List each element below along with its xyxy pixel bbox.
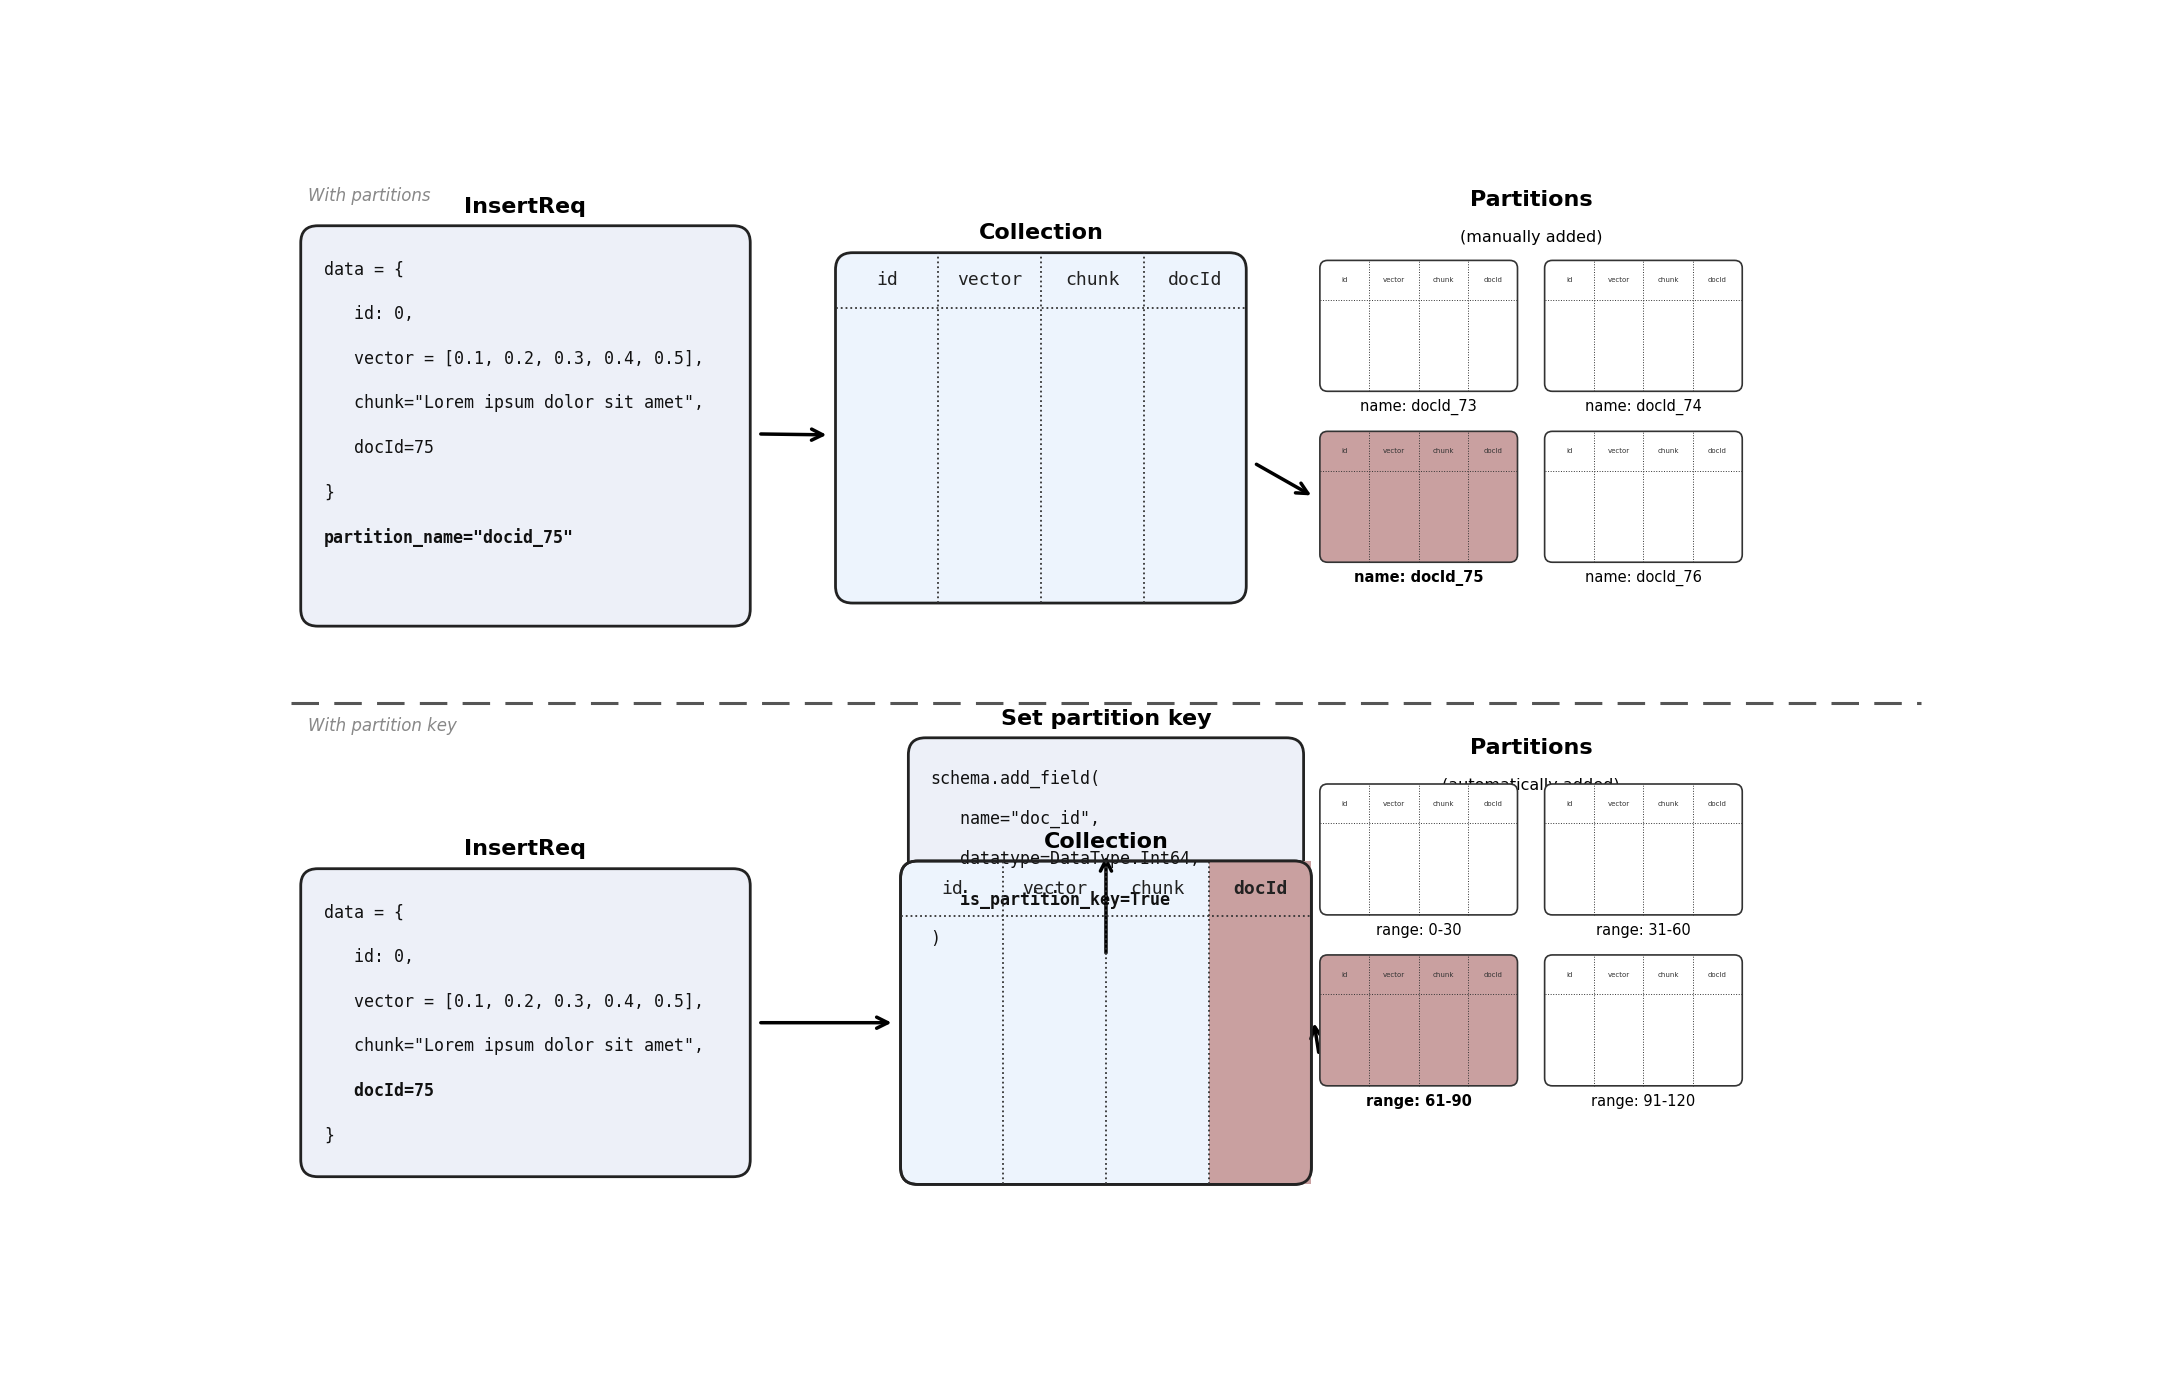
FancyBboxPatch shape <box>300 225 751 626</box>
Text: (manually added): (manually added) <box>1459 230 1601 245</box>
Text: vector: vector <box>1383 801 1405 806</box>
Text: vector: vector <box>1608 448 1629 454</box>
Text: id: id <box>1567 448 1573 454</box>
Text: docId: docId <box>1167 272 1221 290</box>
Text: data = {: data = { <box>324 260 404 279</box>
Text: data = {: data = { <box>324 903 404 921</box>
Text: id: 0,: id: 0, <box>324 305 414 323</box>
Text: chunk="Lorem ipsum dolor sit amet",: chunk="Lorem ipsum dolor sit amet", <box>324 1037 704 1056</box>
Text: docId: docId <box>1483 972 1502 977</box>
Text: vector: vector <box>1383 972 1405 977</box>
Text: }: } <box>324 483 334 501</box>
Text: name: docId_73: name: docId_73 <box>1360 399 1476 416</box>
Text: vector = [0.1, 0.2, 0.3, 0.4, 0.5],: vector = [0.1, 0.2, 0.3, 0.4, 0.5], <box>324 993 704 1011</box>
Text: name: docId_74: name: docId_74 <box>1584 399 1703 416</box>
Text: id: id <box>941 879 962 897</box>
Text: docId: docId <box>1709 972 1726 977</box>
FancyBboxPatch shape <box>1545 431 1742 563</box>
Text: id: id <box>1342 277 1349 283</box>
Text: chunk: chunk <box>1066 272 1120 290</box>
Text: docId: docId <box>1483 448 1502 454</box>
FancyBboxPatch shape <box>835 253 1247 603</box>
Text: InsertReq: InsertReq <box>464 196 587 217</box>
Text: ): ) <box>930 931 941 948</box>
FancyBboxPatch shape <box>900 861 1312 1184</box>
Text: }: } <box>324 1127 334 1145</box>
Text: Partitions: Partitions <box>1470 189 1593 210</box>
Text: vector: vector <box>1023 879 1088 897</box>
Text: Set partition key: Set partition key <box>1001 708 1211 728</box>
Text: vector: vector <box>1608 277 1629 283</box>
Text: name="doc_id",: name="doc_id", <box>930 811 1101 829</box>
Text: chunk: chunk <box>1131 879 1185 897</box>
Text: id: id <box>876 272 898 290</box>
Text: vector: vector <box>1383 277 1405 283</box>
Text: is_partition_key=True: is_partition_key=True <box>930 890 1170 909</box>
Text: id: 0,: id: 0, <box>324 948 414 966</box>
Text: chunk="Lorem ipsum dolor sit amet",: chunk="Lorem ipsum dolor sit amet", <box>324 395 704 413</box>
Text: chunk: chunk <box>1657 801 1679 806</box>
Text: schema.add_field(: schema.add_field( <box>930 770 1101 788</box>
Text: vector: vector <box>1383 448 1405 454</box>
Text: docId=75: docId=75 <box>324 440 434 456</box>
FancyBboxPatch shape <box>1545 955 1742 1086</box>
Text: With partitions: With partitions <box>309 188 432 206</box>
Text: chunk: chunk <box>1657 277 1679 283</box>
Text: Collection: Collection <box>1044 832 1167 851</box>
FancyBboxPatch shape <box>1321 431 1517 563</box>
Text: id: id <box>1567 801 1573 806</box>
Text: id: id <box>1342 448 1349 454</box>
FancyBboxPatch shape <box>300 868 751 1176</box>
Text: id: id <box>1342 972 1349 977</box>
FancyBboxPatch shape <box>1321 260 1517 392</box>
Text: vector: vector <box>956 272 1023 290</box>
Text: docId: docId <box>1483 277 1502 283</box>
Text: docId: docId <box>1709 277 1726 283</box>
Text: chunk: chunk <box>1657 972 1679 977</box>
Text: partition_name="docid_75": partition_name="docid_75" <box>324 528 574 547</box>
Text: range: 91-120: range: 91-120 <box>1590 1093 1696 1109</box>
Text: chunk: chunk <box>1433 801 1454 806</box>
Text: name: docId_75: name: docId_75 <box>1353 570 1483 587</box>
FancyBboxPatch shape <box>1545 784 1742 916</box>
Text: range: 0-30: range: 0-30 <box>1377 923 1461 938</box>
FancyBboxPatch shape <box>909 738 1303 949</box>
Text: docId: docId <box>1232 879 1286 897</box>
Text: Collection: Collection <box>978 224 1103 244</box>
Text: id: id <box>1342 801 1349 806</box>
Text: vector: vector <box>1608 972 1629 977</box>
Text: id: id <box>1567 972 1573 977</box>
Text: InsertReq: InsertReq <box>464 840 587 860</box>
Text: chunk: chunk <box>1433 448 1454 454</box>
Text: name: docId_76: name: docId_76 <box>1584 570 1703 587</box>
Text: vector: vector <box>1608 801 1629 806</box>
Text: chunk: chunk <box>1433 277 1454 283</box>
FancyBboxPatch shape <box>1321 784 1517 916</box>
Text: docId: docId <box>1709 448 1726 454</box>
FancyBboxPatch shape <box>1545 260 1742 392</box>
Text: docId=75: docId=75 <box>324 1082 434 1100</box>
Text: id: id <box>1567 277 1573 283</box>
Text: With partition key: With partition key <box>309 717 457 735</box>
Text: range: 31-60: range: 31-60 <box>1597 923 1692 938</box>
Text: docId: docId <box>1483 801 1502 806</box>
Text: range: 61-90: range: 61-90 <box>1366 1093 1472 1109</box>
Text: docId: docId <box>1709 801 1726 806</box>
Text: datatype=DataType.Int64,: datatype=DataType.Int64, <box>930 850 1200 868</box>
Text: (automatically added): (automatically added) <box>1442 778 1621 792</box>
FancyBboxPatch shape <box>1321 955 1517 1086</box>
Text: chunk: chunk <box>1433 972 1454 977</box>
Text: chunk: chunk <box>1657 448 1679 454</box>
Text: vector = [0.1, 0.2, 0.3, 0.4, 0.5],: vector = [0.1, 0.2, 0.3, 0.4, 0.5], <box>324 350 704 368</box>
FancyBboxPatch shape <box>1208 861 1312 1184</box>
Text: Partitions: Partitions <box>1470 738 1593 757</box>
